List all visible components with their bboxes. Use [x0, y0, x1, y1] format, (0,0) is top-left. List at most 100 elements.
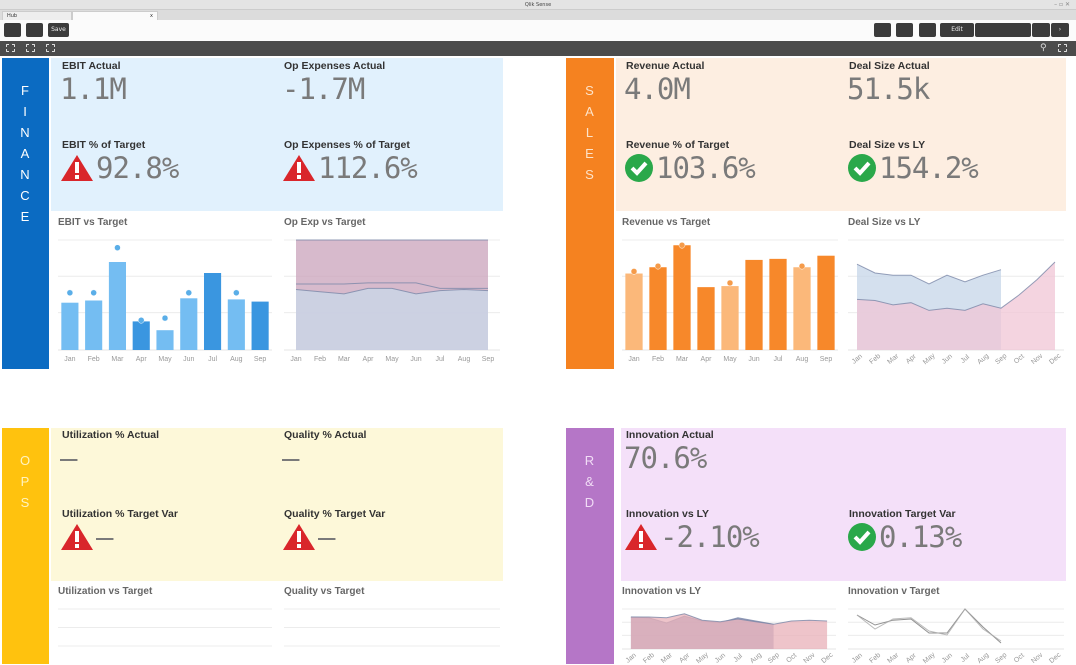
- x-tick-label: Aug: [976, 652, 990, 665]
- utilization-chart-title: Utilization vs Target: [58, 586, 153, 597]
- rnd-kpi-label: Innovation vs LY: [626, 508, 710, 520]
- kpi-value-text: –: [318, 520, 335, 554]
- x-tick-label: Sep: [994, 353, 1008, 366]
- sales-kpi-value: 4.0M: [624, 72, 691, 106]
- bookmark-button[interactable]: [896, 23, 913, 37]
- bar[interactable]: [132, 321, 150, 350]
- finance-kpi-label: Op Expenses % of Target: [284, 139, 410, 151]
- utilization-chart[interactable]: [58, 603, 272, 665]
- sales-section-label: S A L E S: [566, 58, 614, 369]
- x-tick-label: Apr: [363, 356, 375, 363]
- bar[interactable]: [203, 273, 222, 350]
- bar[interactable]: [251, 301, 269, 350]
- smart-search-icon[interactable]: [6, 44, 15, 52]
- edit-button[interactable]: Edit: [940, 23, 974, 37]
- check-icon: [848, 154, 876, 182]
- menu-button[interactable]: [4, 23, 21, 37]
- prev-sheet-button[interactable]: [1032, 23, 1050, 37]
- camera-button[interactable]: [874, 23, 891, 37]
- rnd-kpi-value: -2.10%: [624, 520, 760, 554]
- x-tick-label: Jul: [733, 653, 745, 664]
- x-tick-label: Aug: [749, 652, 763, 665]
- x-tick-label: Aug: [976, 353, 990, 366]
- save-button[interactable]: Save: [48, 23, 69, 37]
- bar[interactable]: [769, 258, 787, 350]
- bar[interactable]: [61, 302, 79, 350]
- bar[interactable]: [721, 286, 739, 350]
- ops-kpi-value: –: [282, 520, 335, 554]
- bar[interactable]: [227, 299, 245, 350]
- bar[interactable]: [156, 330, 174, 350]
- target-marker: [726, 279, 734, 287]
- bar[interactable]: [745, 259, 763, 350]
- window-controls[interactable]: – ▫ ✕: [1054, 1, 1070, 8]
- revenue-chart[interactable]: Jan Feb Mar Apr May Jun Jul Aug Sep: [622, 234, 838, 366]
- x-tick-label: Mar: [111, 356, 124, 363]
- bar[interactable]: [108, 262, 127, 350]
- x-tick-label: Dec: [820, 651, 834, 665]
- close-tab-icon[interactable]: x: [150, 13, 153, 19]
- x-tick-label: Dec: [1048, 651, 1062, 665]
- x-tick-label: Jan: [64, 356, 75, 363]
- x-tick-label: May: [158, 356, 172, 363]
- sheets-button[interactable]: [26, 23, 43, 37]
- x-tick-label: Jan: [851, 652, 864, 665]
- search-icon[interactable]: ⚲: [1040, 43, 1047, 53]
- ebit-chart[interactable]: Jan Feb Mar Apr May Jun Jul Aug Sep: [58, 234, 272, 366]
- tab-app[interactable]: x: [72, 11, 158, 20]
- kpi-value-text: 51.5k: [847, 72, 930, 106]
- clear-selections-icon[interactable]: [46, 44, 55, 52]
- bar[interactable]: [673, 245, 691, 350]
- bar[interactable]: [625, 273, 643, 350]
- opexp-chart[interactable]: Jan Feb Mar Apr May Jun Jul Aug Sep: [284, 234, 500, 366]
- check-icon: [625, 154, 653, 182]
- next-sheet-button[interactable]: ›: [1051, 23, 1069, 37]
- sheet-nav-field[interactable]: [975, 23, 1031, 37]
- x-tick-label: Jun: [941, 353, 954, 366]
- bar[interactable]: [817, 255, 835, 350]
- bar[interactable]: [697, 287, 715, 350]
- rnd-kpi-label: Innovation Target Var: [849, 508, 956, 520]
- tab-hub[interactable]: Hub: [2, 11, 72, 20]
- ops-kpi-label: Utilization % Actual: [62, 429, 160, 441]
- x-tick-label: Sep: [254, 356, 267, 363]
- target-marker: [233, 289, 240, 297]
- innovation-target-chart[interactable]: Jan Feb Mar Apr May Jun Jul Aug Sep Oct Nov Dec: [848, 603, 1064, 665]
- x-tick-label: Nov: [803, 651, 817, 665]
- step-back-icon[interactable]: [26, 44, 35, 52]
- ops-kpi-label: Quality % Target Var: [284, 508, 386, 520]
- kpi-value-text: 4.0M: [624, 72, 691, 106]
- innovation-ly-chart[interactable]: Jan Feb Mar Apr May Jun Jul Aug Sep Oct Nov Dec: [622, 603, 836, 665]
- bar[interactable]: [180, 298, 198, 350]
- x-tick-label: Apr: [905, 353, 918, 366]
- target-marker: [137, 317, 145, 324]
- dealsize-chart-title: Deal Size vs LY: [848, 217, 921, 228]
- x-tick-label: Mar: [886, 352, 900, 366]
- area-series: [630, 613, 828, 649]
- bar[interactable]: [85, 300, 103, 351]
- ops-kpi-value: –: [60, 520, 113, 554]
- dealsize-chart[interactable]: Jan Feb Mar Apr May Jun Jul Aug Sep Oct Nov Dec: [848, 234, 1064, 366]
- x-tick-label: Jun: [183, 356, 194, 363]
- bar[interactable]: [793, 267, 811, 350]
- story-button[interactable]: [919, 23, 936, 37]
- x-tick-label: Jul: [436, 356, 445, 363]
- x-tick-label: Sep: [994, 652, 1008, 665]
- x-tick-label: May: [922, 651, 937, 665]
- kpi-value-text: –: [282, 441, 299, 475]
- series-line: [296, 282, 488, 289]
- series-line: [295, 287, 489, 295]
- x-tick-label: May: [385, 356, 399, 363]
- x-tick-label: May: [695, 651, 710, 665]
- check-icon: [848, 523, 876, 551]
- x-tick-label: Sep: [482, 356, 495, 363]
- fullscreen-icon[interactable]: [1058, 44, 1067, 52]
- bar[interactable]: [649, 267, 667, 350]
- x-tick-label: Aug: [796, 356, 809, 363]
- x-tick-label: Jul: [960, 354, 972, 365]
- x-tick-label: Jun: [714, 652, 727, 665]
- quality-chart[interactable]: [284, 603, 500, 665]
- x-tick-label: Jan: [625, 652, 638, 665]
- warning-icon: [61, 524, 93, 550]
- kpi-value-text: –: [60, 441, 77, 475]
